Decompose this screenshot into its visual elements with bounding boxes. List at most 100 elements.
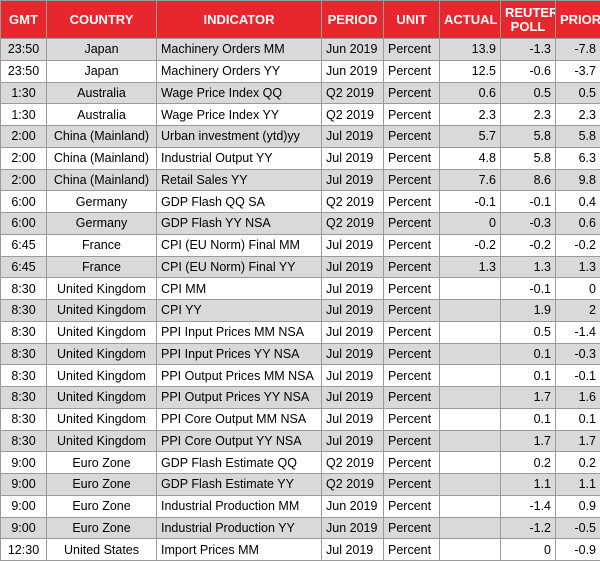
unit-cell: Percent — [384, 234, 440, 256]
prior-cell: 6.3 — [556, 147, 600, 169]
period-cell: Q2 2019 — [322, 213, 384, 235]
prior-cell: 0.6 — [556, 213, 600, 235]
country-cell: United Kingdom — [47, 343, 157, 365]
period-cell: Jul 2019 — [322, 234, 384, 256]
unit-cell: Percent — [384, 365, 440, 387]
actual-cell: 12.5 — [440, 60, 501, 82]
header-indicator: INDICATOR — [157, 1, 322, 39]
reuters-poll-cell: 0.1 — [501, 365, 556, 387]
unit-cell: Percent — [384, 104, 440, 126]
period-cell: Jul 2019 — [322, 169, 384, 191]
prior-cell: -0.1 — [556, 365, 600, 387]
unit-cell: Percent — [384, 452, 440, 474]
indicator-cell: CPI (EU Norm) Final YY — [157, 256, 322, 278]
country-cell: United Kingdom — [47, 430, 157, 452]
period-cell: Jun 2019 — [322, 39, 384, 61]
unit-cell: Percent — [384, 321, 440, 343]
indicator-cell: Urban investment (ytd)yy — [157, 126, 322, 148]
indicator-cell: GDP Flash YY NSA — [157, 213, 322, 235]
actual-cell: 13.9 — [440, 39, 501, 61]
gmt-cell: 6:00 — [1, 191, 47, 213]
unit-cell: Percent — [384, 408, 440, 430]
country-cell: Japan — [47, 60, 157, 82]
gmt-cell: 8:30 — [1, 408, 47, 430]
header-poll-line2: POLL — [511, 19, 546, 34]
gmt-cell: 1:30 — [1, 82, 47, 104]
actual-cell — [440, 278, 501, 300]
period-cell: Jul 2019 — [322, 430, 384, 452]
actual-cell: 2.3 — [440, 104, 501, 126]
prior-cell: -0.2 — [556, 234, 600, 256]
gmt-cell: 8:30 — [1, 321, 47, 343]
period-cell: Q2 2019 — [322, 191, 384, 213]
actual-cell — [440, 300, 501, 322]
unit-cell: Percent — [384, 169, 440, 191]
reuters-poll-cell: 1.3 — [501, 256, 556, 278]
prior-cell: 1.6 — [556, 387, 600, 409]
country-cell: Germany — [47, 213, 157, 235]
header-row: GMT COUNTRY INDICATOR PERIOD UNIT ACTUAL… — [1, 1, 600, 39]
gmt-cell: 23:50 — [1, 39, 47, 61]
unit-cell: Percent — [384, 213, 440, 235]
country-cell: Euro Zone — [47, 517, 157, 539]
actual-cell — [440, 408, 501, 430]
period-cell: Q2 2019 — [322, 452, 384, 474]
prior-cell: -0.9 — [556, 539, 600, 561]
period-cell: Jul 2019 — [322, 539, 384, 561]
indicator-cell: Import Prices MM — [157, 539, 322, 561]
indicator-cell: CPI YY — [157, 300, 322, 322]
unit-cell: Percent — [384, 539, 440, 561]
period-cell: Jul 2019 — [322, 256, 384, 278]
prior-cell: -1.4 — [556, 321, 600, 343]
reuters-poll-cell: 5.8 — [501, 147, 556, 169]
actual-cell: 0.6 — [440, 82, 501, 104]
period-cell: Jul 2019 — [322, 408, 384, 430]
reuters-poll-cell: -0.1 — [501, 191, 556, 213]
period-cell: Q2 2019 — [322, 474, 384, 496]
reuters-poll-cell: 5.8 — [501, 126, 556, 148]
header-reuters-poll: REUTERSPOLL — [501, 1, 556, 39]
period-cell: Jul 2019 — [322, 278, 384, 300]
actual-cell: -0.1 — [440, 191, 501, 213]
header-unit: UNIT — [384, 1, 440, 39]
actual-cell — [440, 452, 501, 474]
gmt-cell: 9:00 — [1, 517, 47, 539]
country-cell: China (Mainland) — [47, 126, 157, 148]
country-cell: United Kingdom — [47, 300, 157, 322]
actual-cell — [440, 539, 501, 561]
unit-cell: Percent — [384, 495, 440, 517]
prior-cell: 0.9 — [556, 495, 600, 517]
reuters-poll-cell: 1.9 — [501, 300, 556, 322]
country-cell: Euro Zone — [47, 474, 157, 496]
prior-cell: -0.3 — [556, 343, 600, 365]
prior-cell: 0.1 — [556, 408, 600, 430]
reuters-poll-cell: -1.4 — [501, 495, 556, 517]
prior-cell: -7.8 — [556, 39, 600, 61]
actual-cell: -0.2 — [440, 234, 501, 256]
period-cell: Jun 2019 — [322, 495, 384, 517]
header-period: PERIOD — [322, 1, 384, 39]
gmt-cell: 9:00 — [1, 495, 47, 517]
header-poll-line1: REUTERS — [505, 5, 556, 20]
gmt-cell: 1:30 — [1, 104, 47, 126]
country-cell: France — [47, 234, 157, 256]
prior-cell: 2 — [556, 300, 600, 322]
indicator-cell: GDP Flash Estimate QQ — [157, 452, 322, 474]
period-cell: Jul 2019 — [322, 387, 384, 409]
actual-cell: 1.3 — [440, 256, 501, 278]
actual-cell — [440, 321, 501, 343]
gmt-cell: 23:50 — [1, 60, 47, 82]
